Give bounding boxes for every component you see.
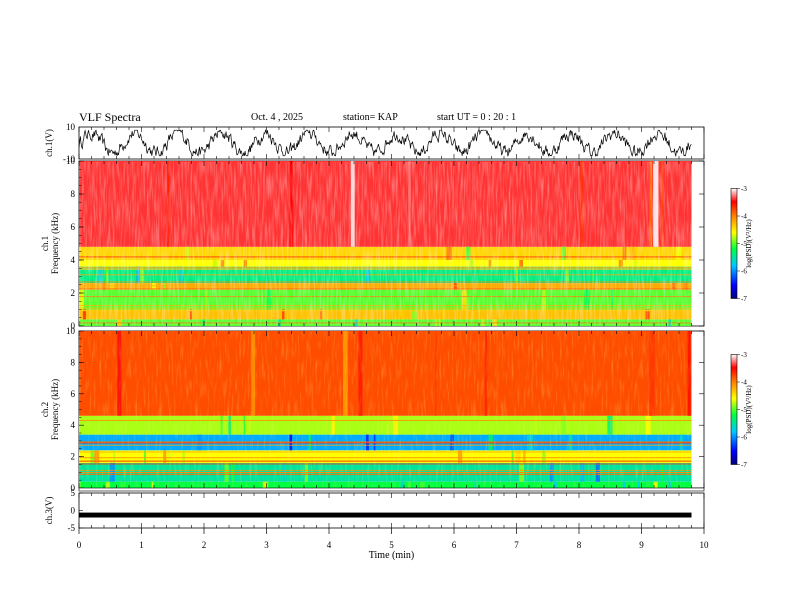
ch1-spectrogram-colorbar-tick-label: -5: [741, 240, 747, 248]
ch2-bottom-strip: [78, 487, 705, 492]
date-label: Oct. 4 , 2025: [251, 112, 303, 123]
ch1-spectrogram-colorbar-tick-label: -7: [741, 295, 747, 303]
ch2-spectrogram-channel-label: ch.2: [40, 402, 50, 417]
figure-title: VLF Spectra: [79, 110, 141, 124]
ch1-spectrogram-texture: [79, 162, 692, 325]
ch2-spectrogram-ytick-label: 8: [71, 357, 76, 367]
x-tick-label: 10: [700, 540, 710, 550]
ch1-waveform-line: [78, 128, 692, 158]
x-tick-label: 8: [577, 540, 582, 550]
x-axis-label: Time (min): [369, 550, 414, 561]
ch2-spectrogram-colorbar: [730, 354, 738, 465]
x-tick-label: 4: [327, 540, 332, 550]
ch1-ytick-label: 10: [66, 122, 76, 132]
ch1-spectrogram-cells: [79, 161, 692, 326]
ch1-spectrogram-ytick-label: 8: [71, 189, 76, 199]
ch1-ylabel: ch.1(V): [44, 129, 54, 157]
ch2-spectrogram-ytick-label: 0: [71, 483, 76, 493]
ch1-spectrogram-ytick-label: 4: [71, 255, 76, 265]
ch3-ytick-label: -5: [68, 523, 76, 533]
ch1-spectrogram-colorbar-tick-label: -3: [741, 185, 747, 193]
ch2-spectrogram-colorbar-tick-label: -7: [741, 461, 747, 469]
x-tick-label: 9: [639, 540, 644, 550]
ch1-waveform-frame: [78, 126, 705, 160]
ch1-ytick-label: -10: [63, 154, 75, 164]
ch3-waveform-frame: [78, 492, 705, 529]
ch2-spectrogram-texture: [79, 332, 692, 487]
ch1-spectrogram-colorbar-tick-label: -6: [741, 268, 747, 276]
ch2-spectrogram-colorbar-tick-label: -4: [741, 379, 747, 387]
ch1-spectrogram-ytick-label: 2: [71, 288, 76, 298]
ch3-waveform-trace: [79, 512, 692, 518]
x-tick-label: 0: [77, 540, 82, 550]
ch3-ylabel: ch.3(V): [44, 497, 54, 525]
ch2-spectrogram-ytick-label: 4: [71, 420, 76, 430]
x-tick-label: 6: [452, 540, 457, 550]
ch2-spectrogram-colorbar-label: log(PSD)(V²/Hz): [745, 385, 753, 434]
ch3-ytick-label: 0: [71, 506, 76, 516]
x-tick-label: 5: [389, 540, 394, 550]
x-tick-label: 1: [139, 540, 144, 550]
ch2-spectrogram-colorbar-tick-label: -3: [741, 351, 747, 359]
ch2-spectrogram-colorbar-tick-label: -5: [741, 406, 747, 414]
x-tick-label: 2: [202, 540, 207, 550]
ch1-spectrogram-ylabel: Frequency (kHz): [50, 213, 60, 274]
ch1-spectrogram-colorbar: [730, 188, 738, 299]
ch1-spectrogram-channel-label: ch.1: [40, 236, 50, 251]
ch3-ytick-label: 5: [71, 488, 76, 498]
ch2-spectrogram-colorbar-tick-label: -6: [741, 434, 747, 442]
x-tick-label: 3: [264, 540, 269, 550]
x-tick-label: 7: [514, 540, 519, 550]
ch2-spectrogram-ytick-label: 2: [71, 452, 76, 462]
ch2-spectrogram-ylabel: Frequency (kHz): [50, 379, 60, 440]
station-label: station= KAP: [343, 112, 398, 123]
ch1-spectrogram-colorbar-tick-label: -4: [741, 213, 747, 221]
start-time-label: start UT = 0 : 20 : 1: [437, 112, 517, 123]
ch2-spectrogram-ytick-label: 10: [66, 326, 76, 336]
ch2-spectrogram-cells: [79, 331, 692, 488]
ch2-spectrogram-ytick-label: 6: [71, 389, 76, 399]
ch1-spectrogram-ytick-label: 6: [71, 222, 76, 232]
ch1-spectrogram-ytick-label: 0: [71, 321, 76, 331]
ch1-spectrogram-ytick-label: 10: [66, 156, 76, 166]
ch1-spectrogram-colorbar-label: log(PSD)(V²/Hz): [745, 219, 753, 268]
